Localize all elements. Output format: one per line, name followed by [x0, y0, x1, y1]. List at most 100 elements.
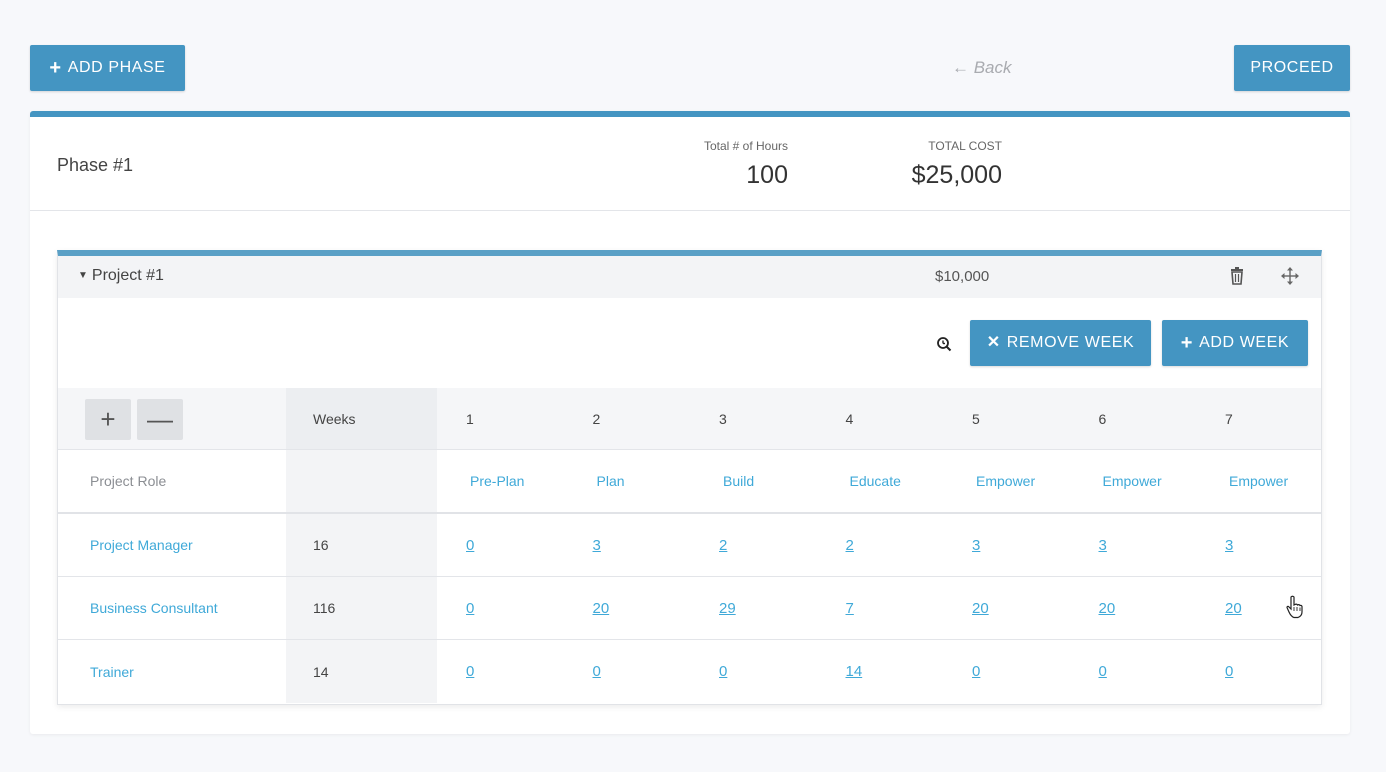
role-name[interactable]: Business Consultant	[90, 600, 218, 616]
plus-icon: +	[1180, 332, 1194, 354]
week-phase-label[interactable]: Empower	[976, 473, 1036, 489]
hours-value-link[interactable]: 3	[592, 536, 601, 554]
hours-cell: 3	[1070, 514, 1197, 576]
phase-title: Phase #1	[57, 155, 134, 175]
hours-value-link[interactable]: 0	[719, 663, 728, 680]
hours-cell: 7	[817, 577, 944, 639]
project-header[interactable]: ▼ Project #1 $10,000	[58, 256, 1321, 298]
hours-cell: 3	[943, 514, 1070, 576]
hours-value-link[interactable]: 0	[466, 599, 475, 617]
week-phase-label[interactable]: Empower	[1102, 473, 1162, 489]
week-number-header: 4	[845, 410, 854, 427]
hours-cell: 20	[1070, 577, 1197, 639]
hours-value-link[interactable]: 0	[1098, 663, 1107, 680]
hours-cell: 0	[943, 640, 1070, 703]
hours-value-link[interactable]: 0	[466, 536, 475, 554]
remove-row-button[interactable]: —	[137, 399, 183, 440]
week-number-header: 1	[466, 410, 474, 427]
add-phase-label: ADD PHASE	[67, 59, 166, 76]
hours-cell: 0	[437, 577, 564, 639]
total-hours-stat: Total # of Hours 100	[670, 139, 788, 190]
hours-value-link[interactable]: 3	[1098, 536, 1107, 554]
hours-cell: 20	[1196, 577, 1323, 639]
hours-cell: 0	[437, 514, 564, 576]
trash-icon[interactable]	[1230, 267, 1244, 285]
week-phase-cell: Empower	[1070, 450, 1197, 512]
total-cost-value: $25,000	[911, 161, 1002, 189]
week-number-header: 2	[592, 410, 601, 427]
week-phase-cell: Build	[690, 450, 817, 512]
week-phase-cell: Plan	[564, 450, 691, 512]
project-card: ▼ Project #1 $10,000 ✕ REMO	[57, 250, 1322, 705]
pointer-cursor-icon	[1286, 595, 1303, 619]
total-cost-label: TOTAL COST	[928, 139, 1002, 153]
hours-cell: 2	[817, 514, 944, 576]
weeks-blank-cell	[286, 450, 437, 512]
row-total-hours: 16	[286, 514, 437, 576]
hours-value-link[interactable]: 0	[1225, 663, 1234, 680]
hours-value-link[interactable]: 7	[845, 599, 854, 617]
week-phase-cell: Educate	[817, 450, 944, 512]
week-phase-cell: Empower	[1196, 450, 1323, 512]
hours-value-link[interactable]: 2	[845, 536, 854, 554]
hours-cell: 0	[1070, 640, 1197, 703]
hours-value-link[interactable]: 0	[972, 663, 981, 680]
hours-value-link[interactable]: 3	[972, 536, 981, 554]
remove-week-button[interactable]: ✕ REMOVE WEEK	[970, 320, 1151, 366]
add-week-label: ADD WEEK	[1199, 334, 1290, 351]
caret-down-icon[interactable]: ▼	[78, 270, 88, 281]
project-title-text: Project #1	[91, 267, 164, 284]
role-name[interactable]: Trainer	[90, 663, 134, 680]
hours-cell: 14	[817, 640, 944, 703]
row-tools-cell: + —	[58, 388, 286, 449]
week-phase-label[interactable]: Empower	[1229, 473, 1289, 489]
hours-value-link[interactable]: 0	[466, 663, 475, 680]
hours-value-link[interactable]: 2	[719, 536, 728, 554]
hours-cell: 0	[1196, 640, 1323, 703]
role-cell: Project Manager	[58, 514, 286, 576]
role-name[interactable]: Project Manager	[90, 537, 193, 553]
project-role-header: Project Role	[90, 473, 167, 489]
move-icon[interactable]	[1281, 267, 1299, 285]
phase-labels-row: Project Role Pre-Plan Plan Build Educate Emp…	[58, 450, 1321, 514]
week-phase-cell: Pre-Plan	[437, 450, 564, 512]
hours-cell: 3	[564, 514, 691, 576]
week-number-header: 7	[1225, 410, 1233, 427]
add-row-button[interactable]: +	[85, 399, 131, 440]
week-phase-label[interactable]: Plan	[596, 473, 625, 489]
week-phase-label[interactable]: Build	[723, 473, 755, 489]
zoom-icon[interactable]	[936, 336, 952, 352]
plus-icon: +	[49, 57, 62, 79]
add-phase-button[interactable]: + ADD PHASE	[30, 45, 185, 91]
total-cost-stat: TOTAL COST $25,000	[890, 139, 1002, 190]
hours-value-link[interactable]: 3	[1225, 536, 1234, 554]
total-hours-label: Total # of Hours	[703, 139, 788, 153]
week-phase-label[interactable]: Educate	[849, 473, 901, 489]
row-total-hours: 116	[286, 577, 437, 639]
hours-cell: 20	[943, 577, 1070, 639]
hours-cell: 0	[690, 640, 817, 703]
week-number-header: 3	[719, 410, 727, 427]
hours-value-link[interactable]: 20	[1098, 599, 1116, 617]
week-phase-label[interactable]: Pre-Plan	[470, 473, 525, 489]
project-title[interactable]: ▼ Project #1	[78, 267, 164, 285]
close-icon: ✕	[986, 334, 1001, 351]
hours-value-link[interactable]: 0	[592, 663, 601, 680]
week-number-header: 6	[1098, 410, 1107, 427]
proceed-button[interactable]: PROCEED	[1234, 45, 1350, 91]
hours-cell: 0	[437, 640, 564, 703]
hours-value-link[interactable]: 20	[1225, 599, 1242, 617]
table-row: Project Manager 16 0 3 2 2 3 3 3	[58, 514, 1321, 577]
role-cell: Business Consultant	[58, 577, 286, 639]
hours-cell: 2	[690, 514, 817, 576]
hours-value-link[interactable]: 20	[592, 599, 610, 617]
add-week-button[interactable]: + ADD WEEK	[1162, 320, 1308, 366]
hours-value-link[interactable]: 20	[972, 599, 989, 617]
week-number-header: 5	[972, 410, 980, 427]
back-link[interactable]: ← Back	[952, 58, 1012, 77]
hours-value-link[interactable]: 29	[719, 599, 736, 617]
hours-value-link[interactable]: 14	[845, 663, 863, 680]
proceed-label: PROCEED	[1250, 59, 1334, 76]
row-total-hours: 14	[286, 640, 437, 703]
